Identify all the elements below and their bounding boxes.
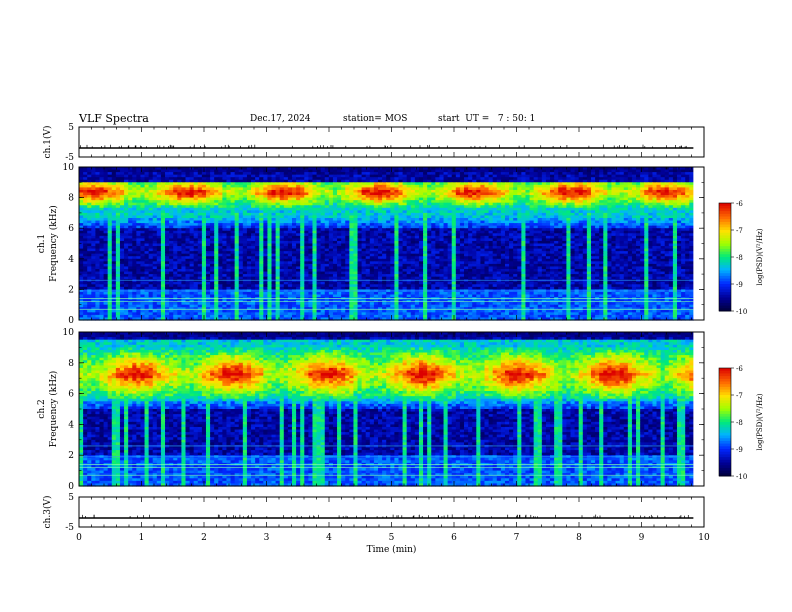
y-tick-label: 8: [68, 359, 74, 369]
y-tick-label: 0: [68, 316, 74, 326]
x-tick-label: 2: [201, 533, 207, 543]
y-axis-label: ch.2: [37, 399, 47, 418]
y-axis-label: ch.1(V): [42, 126, 53, 159]
colorbar-2: [719, 368, 731, 477]
y-axis-label: ch.1: [37, 234, 47, 253]
y-tick-label: 0: [68, 482, 74, 492]
y-tick-label: 4: [68, 420, 74, 430]
y-tick-label: 5: [68, 123, 74, 133]
spectrogram-cells-2: [79, 332, 694, 487]
y-tick-label: 6: [68, 390, 74, 400]
y-tick-label: 5: [68, 493, 74, 503]
y-axis-label: Frequency (kHz): [48, 371, 59, 448]
colorbar-tick-label: -8: [736, 254, 743, 262]
start-ut-label: start UT = 7 : 50: 1: [438, 114, 536, 124]
y-tick-label: 8: [68, 194, 74, 204]
spectrogram-cells-1: [79, 167, 694, 321]
x-tick-label: 9: [639, 533, 645, 543]
x-tick-label: 5: [389, 533, 395, 543]
x-tick-label: 10: [698, 533, 710, 543]
x-tick-label: 4: [326, 533, 332, 543]
colorbar-tick-label: -7: [736, 227, 743, 235]
x-axis-label: Time (min): [367, 544, 417, 555]
figure-title: VLF Spectra: [79, 112, 149, 125]
colorbar-tick-label: -6: [736, 200, 743, 208]
x-tick-label: 6: [451, 533, 457, 543]
y-tick-label: 4: [68, 255, 74, 265]
no-data-gap: [693, 167, 704, 320]
colorbar-1: [719, 203, 731, 312]
y-tick-label: 2: [68, 285, 74, 295]
y-axis-label: ch.3(V): [42, 496, 53, 529]
date-label: Dec.17, 2024: [250, 114, 311, 124]
y-axis-label: Frequency (kHz): [48, 205, 59, 282]
station-label: station= MOS: [343, 114, 408, 124]
colorbar-tick-label: -7: [736, 392, 743, 400]
colorbar-label: log(PSD)(V²/Hz): [756, 228, 764, 285]
colorbar-tick-label: -6: [736, 365, 743, 373]
colorbar-tick-label: -10: [736, 308, 747, 316]
y-tick-label: 2: [68, 451, 74, 461]
colorbar-tick-label: -9: [736, 446, 743, 454]
colorbar-tick-label: -10: [736, 473, 747, 481]
x-tick-label: 8: [576, 533, 582, 543]
colorbar-tick-label: -9: [736, 281, 743, 289]
x-tick-label: 0: [76, 533, 82, 543]
y-tick-label: 10: [63, 328, 75, 338]
x-tick-label: 1: [139, 533, 145, 543]
x-tick-label: 7: [514, 533, 520, 543]
no-data-gap: [693, 332, 704, 486]
colorbar-tick-label: -8: [736, 419, 743, 427]
y-tick-label: -5: [65, 153, 74, 163]
y-tick-label: 6: [68, 224, 74, 234]
y-tick-label: 10: [63, 163, 75, 173]
y-tick-label: -5: [65, 523, 74, 533]
colorbar-label: log(PSD)(V²/Hz): [756, 393, 764, 450]
x-tick-label: 3: [264, 533, 270, 543]
